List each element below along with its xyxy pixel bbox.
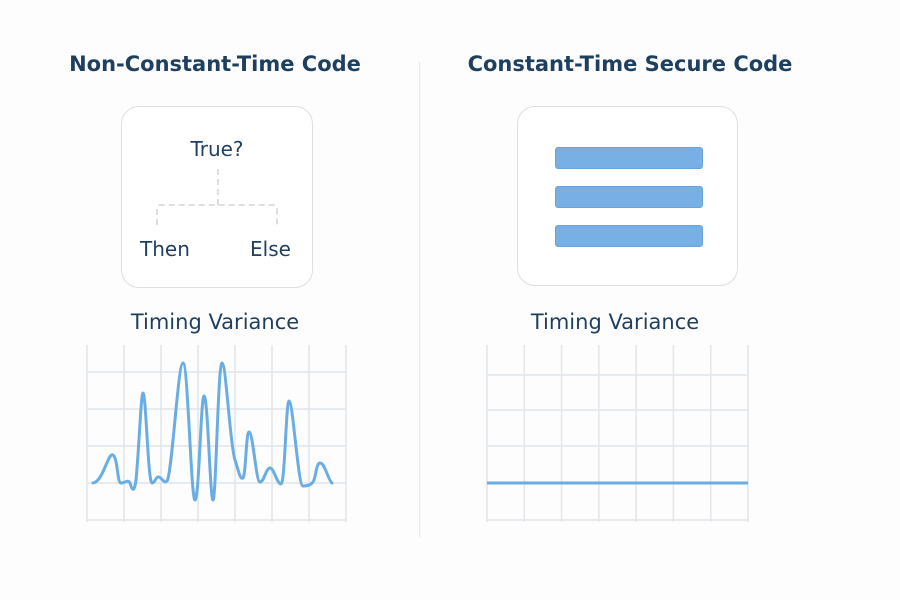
left-grid <box>86 345 347 522</box>
branch-connector <box>156 169 278 225</box>
sequential-card <box>517 106 738 286</box>
code-block-bar <box>555 147 703 169</box>
condition-label: True? <box>190 137 244 161</box>
branch-card: True? Then Else <box>121 106 313 288</box>
divider <box>419 62 420 537</box>
code-block-bar <box>555 225 703 247</box>
left-chart-title: Timing Variance <box>130 310 300 334</box>
code-block-bar <box>555 186 703 208</box>
else-label: Else <box>250 237 291 261</box>
right-grid <box>486 345 749 522</box>
right-chart-title: Timing Variance <box>530 310 700 334</box>
right-title: Constant-Time Secure Code <box>467 52 793 76</box>
left-title: Non-Constant-Time Code <box>69 52 361 76</box>
variable-timing-waveform <box>91 361 334 502</box>
then-label: Then <box>140 237 190 261</box>
